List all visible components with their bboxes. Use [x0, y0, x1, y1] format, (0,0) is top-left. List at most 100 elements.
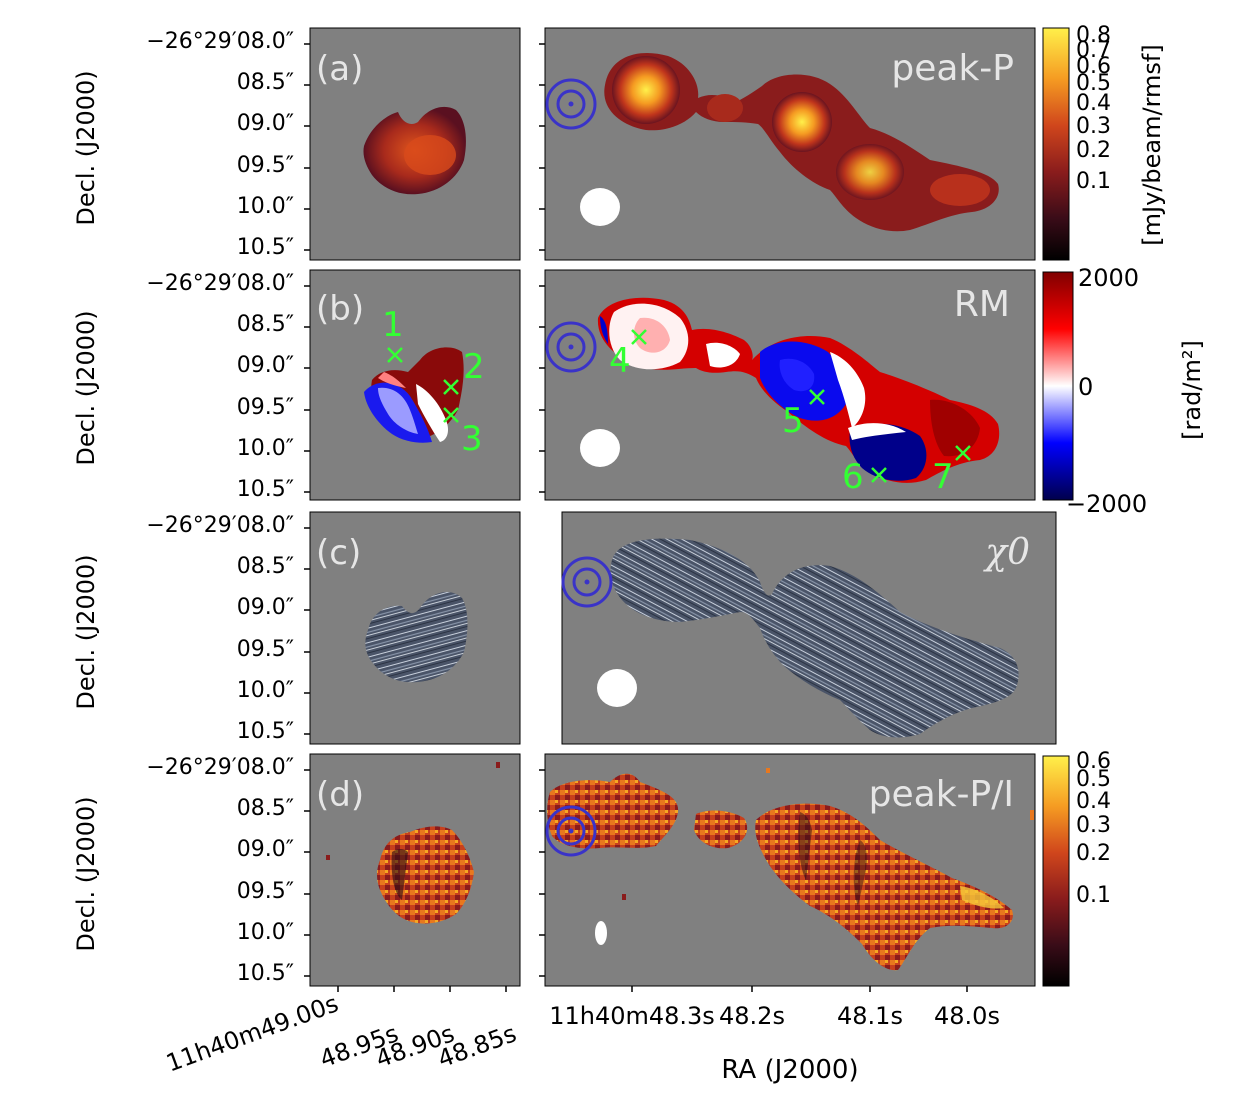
cb-a-tick: 0.7 — [1076, 38, 1111, 63]
rm-marker-label-3: 3 — [461, 419, 483, 459]
cb-b-tick: 2000 — [1078, 264, 1139, 292]
panel-title-d: peak-P/I — [869, 774, 1014, 815]
y-tick: 09.0″ — [237, 837, 294, 862]
rm-markers-right — [631, 329, 971, 483]
x-tick-left: 11h40m49.00s — [162, 989, 342, 1077]
cb-a-tick: 0.4 — [1076, 91, 1111, 116]
x-tick-right: 11h40m48.3s — [549, 1002, 715, 1030]
source-c-left — [365, 592, 468, 683]
y-tick: 08.5″ — [237, 70, 294, 95]
y-tick: 08.5″ — [237, 554, 294, 579]
y-axis-row-b: −26°29′08.0″ 08.5″ 09.0″ 09.5″ 10.0″ 10.… — [146, 271, 294, 502]
row-c: (c) χ0 — [309, 511, 1057, 745]
y-tick: 09.0″ — [237, 353, 294, 378]
y-tick: 09.5″ — [237, 395, 294, 420]
y-axis-label: Decl. (J2000) — [72, 70, 100, 225]
panel-title-a: peak-P — [891, 48, 1014, 89]
rm-marker-label-4: 4 — [609, 341, 631, 381]
source-a-right — [604, 52, 999, 232]
y-tick: −26°29′08.0″ — [146, 271, 294, 296]
panel-label-b: (b) — [316, 289, 364, 329]
colorbar-a-ticks: 0.8 0.7 0.6 0.5 0.4 0.3 0.2 0.1 — [1076, 23, 1111, 194]
beam-marker-b — [545, 321, 597, 373]
tick-marks — [304, 43, 968, 992]
row-d: (d) peak-P/I 0.6 0.5 0.4 0.3 0.2 0 — [309, 749, 1111, 987]
row-a: (a) peak-P 0.8 0.7 0.6 0.5 0.4 0.3 0.2 0… — [309, 23, 1166, 261]
rm-marker-label-2: 2 — [463, 347, 485, 387]
y-axis-labels: Decl. (J2000) Decl. (J2000) Decl. (J2000… — [72, 70, 100, 951]
colorbar-d — [1042, 755, 1070, 987]
panel-label-a: (a) — [316, 49, 363, 89]
y-axis-label: Decl. (J2000) — [72, 554, 100, 709]
y-tick: 10.5″ — [237, 719, 294, 744]
beam-marker-d — [545, 805, 597, 857]
y-tick: 10.0″ — [237, 436, 294, 461]
panel-title-b: RM — [954, 284, 1010, 325]
source-d-right — [547, 768, 1034, 971]
panel-label-c: (c) — [316, 533, 361, 573]
y-axis-label: Decl. (J2000) — [72, 796, 100, 951]
cb-b-tick: 0 — [1078, 373, 1093, 401]
colorbar-b-label: [rad/m²] — [1178, 340, 1206, 440]
cb-d-tick: 0.3 — [1076, 813, 1111, 838]
beam-marker-c — [561, 556, 613, 608]
rm-marker-label-1: 1 — [382, 305, 404, 345]
panel-title-c: χ0 — [982, 532, 1030, 573]
y-tick: 10.5″ — [237, 235, 294, 260]
x-axis-right: 11h40m48.3s 48.2s 48.1s 48.0s — [549, 1002, 1000, 1030]
cb-a-tick: 0.2 — [1076, 138, 1111, 163]
colorbar-d-ticks: 0.6 0.5 0.4 0.3 0.2 0.1 — [1076, 749, 1111, 908]
y-tick: 09.5″ — [237, 637, 294, 662]
y-tick: −26°29′08.0″ — [146, 29, 294, 54]
y-tick: 10.0″ — [237, 678, 294, 703]
y-axis-label: Decl. (J2000) — [72, 310, 100, 465]
colorbar-a-label: [mJy/beam/rmsf] — [1138, 44, 1166, 245]
rm-markers-left — [387, 347, 459, 423]
beam-marker-a — [545, 78, 597, 130]
x-axis-left: 11h40m49.00s 48.95s 48.90s 48.85s — [162, 989, 520, 1077]
y-tick: 09.5″ — [237, 153, 294, 178]
source-b-right — [597, 297, 1000, 483]
y-tick: −26°29′08.0″ — [146, 513, 294, 538]
y-tick: 10.0″ — [237, 920, 294, 945]
cb-d-tick: 0.2 — [1076, 841, 1111, 866]
cb-d-tick: 0.5 — [1076, 767, 1111, 792]
y-tick: 09.5″ — [237, 879, 294, 904]
colorbar-b — [1042, 271, 1074, 501]
colorbar-a — [1042, 27, 1070, 261]
cb-d-tick: 0.1 — [1076, 883, 1111, 908]
y-axis-row-c: −26°29′08.0″ 08.5″ 09.0″ 09.5″ 10.0″ 10.… — [146, 513, 294, 744]
beam-ellipse-a — [580, 188, 620, 226]
y-tick: −26°29′08.0″ — [146, 755, 294, 780]
cb-a-tick: 0.8 — [1076, 23, 1111, 48]
cb-a-tick: 0.1 — [1076, 169, 1111, 194]
cb-d-tick: 0.6 — [1076, 749, 1111, 774]
rm-marker-label-5: 5 — [782, 401, 804, 441]
y-tick: 10.0″ — [237, 194, 294, 219]
y-tick: 09.0″ — [237, 595, 294, 620]
cb-b-tick: −2000 — [1066, 490, 1147, 518]
beam-ellipse-d — [595, 921, 607, 945]
beam-ellipse-c — [597, 669, 637, 707]
row-b: 1 2 3 (b) — [309, 264, 1206, 518]
cb-d-tick: 0.4 — [1076, 789, 1111, 814]
colorbar-b-ticks: 2000 0 −2000 — [1066, 264, 1147, 518]
panel-label-d: (d) — [316, 775, 364, 815]
cb-a-tick: 0.6 — [1076, 54, 1111, 79]
y-axis-row-a: −26°29′08.0″ 08.5″ 09.0″ 09.5″ 10.0″ 10.… — [146, 29, 294, 260]
source-b-left — [364, 347, 464, 443]
rm-marker-label-7: 7 — [932, 457, 954, 497]
y-tick: 10.5″ — [237, 961, 294, 986]
source-c-right — [610, 538, 1019, 738]
y-axis-row-d: −26°29′08.0″ 08.5″ 09.0″ 09.5″ 10.0″ 10.… — [146, 755, 294, 986]
y-tick: 10.5″ — [237, 477, 294, 502]
x-tick-right: 48.1s — [837, 1002, 903, 1030]
beam-ellipse-b — [580, 429, 620, 467]
y-tick: 08.5″ — [237, 796, 294, 821]
y-tick: 09.0″ — [237, 111, 294, 136]
x-tick-right: 48.2s — [719, 1002, 785, 1030]
y-tick: 08.5″ — [237, 312, 294, 337]
cb-a-tick: 0.3 — [1076, 114, 1111, 139]
rm-marker-label-6: 6 — [842, 457, 864, 497]
